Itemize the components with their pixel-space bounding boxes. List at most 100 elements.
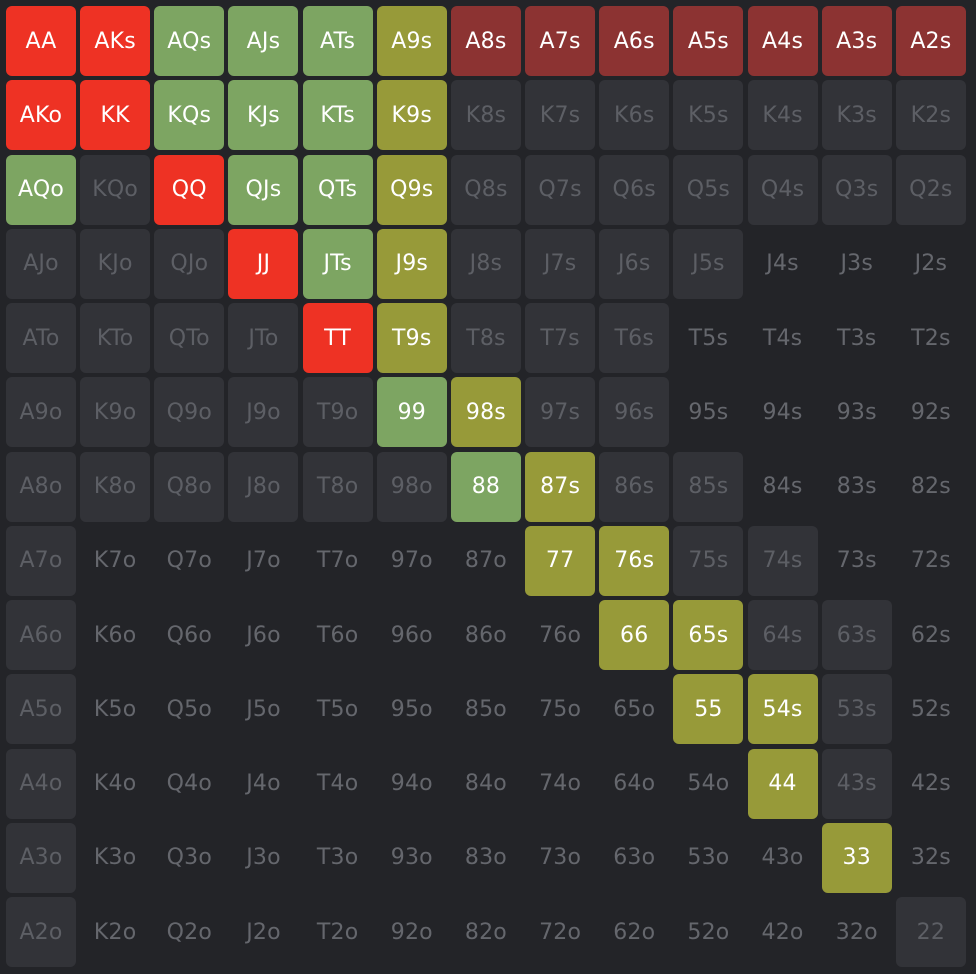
hand-cell-94o[interactable]: 94o <box>390 771 433 796</box>
hand-cell-T8o[interactable]: T8o <box>302 451 373 522</box>
hand-cell-54s[interactable]: 54s <box>747 674 818 745</box>
hand-cell-72o[interactable]: 72o <box>539 919 582 945</box>
hand-cell-JTs[interactable]: JTs <box>302 228 373 299</box>
hand-cell-Q8s[interactable]: Q8s <box>450 154 521 225</box>
hand-cell-TT[interactable]: TT <box>302 303 373 373</box>
hand-cell-86s[interactable]: 86s <box>599 451 670 522</box>
hand-cell-KK[interactable]: KK <box>80 80 151 151</box>
hand-cell-95s[interactable]: 95s <box>688 399 729 425</box>
hand-cell-K2s[interactable]: K2s <box>895 80 966 151</box>
hand-cell-53s[interactable]: 53s <box>821 674 892 745</box>
hand-cell-T4s[interactable]: T4s <box>762 325 803 351</box>
hand-cell-96o[interactable]: 96o <box>390 622 433 648</box>
hand-cell-A8s[interactable]: A8s <box>450 6 521 76</box>
hand-cell-83s[interactable]: 83s <box>836 474 877 499</box>
hand-cell-66[interactable]: 66 <box>599 600 670 670</box>
hand-cell-Q8o[interactable]: Q8o <box>154 451 225 522</box>
hand-cell-AQs[interactable]: AQs <box>154 6 225 76</box>
hand-cell-43s[interactable]: 43s <box>821 748 892 819</box>
hand-cell-93s[interactable]: 93s <box>836 399 877 425</box>
hand-cell-KQs[interactable]: KQs <box>154 80 225 151</box>
hand-cell-64s[interactable]: 64s <box>747 600 818 670</box>
hand-cell-A6s[interactable]: A6s <box>599 6 670 76</box>
hand-cell-62o[interactable]: 62o <box>613 919 656 945</box>
hand-cell-95o[interactable]: 95o <box>390 696 433 722</box>
hand-cell-62s[interactable]: 62s <box>910 622 951 648</box>
hand-cell-98o[interactable]: 98o <box>376 451 447 522</box>
hand-cell-QJs[interactable]: QJs <box>228 154 299 225</box>
hand-cell-T2s[interactable]: T2s <box>911 325 951 351</box>
hand-cell-55[interactable]: 55 <box>673 674 744 745</box>
hand-cell-KQo[interactable]: KQo <box>80 154 151 225</box>
hand-cell-K4o[interactable]: K4o <box>93 771 137 796</box>
hand-cell-76s[interactable]: 76s <box>599 525 670 596</box>
hand-cell-Q5o[interactable]: Q5o <box>166 696 212 722</box>
hand-cell-Q2o[interactable]: Q2o <box>166 919 212 945</box>
hand-cell-K5s[interactable]: K5s <box>673 80 744 151</box>
hand-cell-QTs[interactable]: QTs <box>302 154 373 225</box>
hand-cell-A7o[interactable]: A7o <box>6 525 76 596</box>
hand-cell-73o[interactable]: 73o <box>539 845 582 871</box>
hand-cell-T6s[interactable]: T6s <box>599 303 670 373</box>
hand-cell-87s[interactable]: 87s <box>525 451 596 522</box>
hand-cell-K9o[interactable]: K9o <box>80 377 151 448</box>
hand-cell-86o[interactable]: 86o <box>464 622 507 648</box>
hand-cell-T2o[interactable]: T2o <box>316 919 359 945</box>
hand-cell-J8o[interactable]: J8o <box>228 451 299 522</box>
hand-cell-K9s[interactable]: K9s <box>376 80 447 151</box>
hand-cell-A3o[interactable]: A3o <box>6 822 76 893</box>
hand-cell-Q6o[interactable]: Q6o <box>166 622 212 648</box>
hand-cell-QQ[interactable]: QQ <box>154 154 225 225</box>
hand-cell-T5o[interactable]: T5o <box>316 696 359 722</box>
hand-cell-96s[interactable]: 96s <box>599 377 670 448</box>
hand-cell-72s[interactable]: 72s <box>910 548 951 574</box>
hand-cell-T3s[interactable]: T3s <box>836 325 877 351</box>
hand-cell-K3s[interactable]: K3s <box>821 80 892 151</box>
hand-cell-65o[interactable]: 65o <box>613 696 656 722</box>
hand-cell-A4o[interactable]: A4o <box>6 748 76 819</box>
hand-cell-A4s[interactable]: A4s <box>747 6 818 76</box>
hand-cell-J6o[interactable]: J6o <box>246 622 281 648</box>
hand-cell-AQo[interactable]: AQo <box>6 154 76 225</box>
hand-cell-J3o[interactable]: J3o <box>246 845 281 871</box>
hand-cell-A5s[interactable]: A5s <box>673 6 744 76</box>
hand-cell-83o[interactable]: 83o <box>464 845 507 871</box>
hand-cell-T5s[interactable]: T5s <box>688 325 729 351</box>
hand-cell-KJo[interactable]: KJo <box>80 228 151 299</box>
hand-cell-A9o[interactable]: A9o <box>6 377 76 448</box>
hand-cell-82s[interactable]: 82s <box>910 474 951 499</box>
hand-cell-A5o[interactable]: A5o <box>6 674 76 745</box>
hand-cell-J6s[interactable]: J6s <box>599 228 670 299</box>
hand-cell-74o[interactable]: 74o <box>539 771 582 796</box>
hand-cell-A2o[interactable]: A2o <box>6 897 76 967</box>
hand-cell-85s[interactable]: 85s <box>673 451 744 522</box>
hand-cell-T8s[interactable]: T8s <box>450 303 521 373</box>
hand-cell-T7o[interactable]: T7o <box>316 548 359 574</box>
hand-cell-63o[interactable]: 63o <box>613 845 656 871</box>
hand-cell-K5o[interactable]: K5o <box>93 696 137 722</box>
hand-cell-53o[interactable]: 53o <box>687 845 730 871</box>
hand-cell-Q5s[interactable]: Q5s <box>673 154 744 225</box>
hand-cell-J4s[interactable]: J4s <box>766 251 799 277</box>
hand-cell-K8o[interactable]: K8o <box>80 451 151 522</box>
hand-cell-AJs[interactable]: AJs <box>228 6 299 76</box>
hand-cell-T7s[interactable]: T7s <box>525 303 596 373</box>
hand-cell-87o[interactable]: 87o <box>464 548 507 574</box>
hand-cell-T4o[interactable]: T4o <box>316 771 359 796</box>
hand-cell-Q4o[interactable]: Q4o <box>166 771 212 796</box>
hand-cell-92s[interactable]: 92s <box>910 399 951 425</box>
hand-cell-A6o[interactable]: A6o <box>6 600 76 670</box>
hand-cell-J7s[interactable]: J7s <box>525 228 596 299</box>
hand-cell-K6s[interactable]: K6s <box>599 80 670 151</box>
hand-cell-K8s[interactable]: K8s <box>450 80 521 151</box>
hand-cell-Q3s[interactable]: Q3s <box>821 154 892 225</box>
hand-cell-KTo[interactable]: KTo <box>80 303 151 373</box>
hand-cell-K6o[interactable]: K6o <box>93 622 137 648</box>
hand-cell-52o[interactable]: 52o <box>687 919 730 945</box>
hand-cell-AJo[interactable]: AJo <box>6 228 76 299</box>
hand-cell-93o[interactable]: 93o <box>390 845 433 871</box>
hand-cell-65s[interactable]: 65s <box>673 600 744 670</box>
hand-cell-J9s[interactable]: J9s <box>376 228 447 299</box>
hand-cell-76o[interactable]: 76o <box>539 622 582 648</box>
hand-cell-Q7s[interactable]: Q7s <box>525 154 596 225</box>
